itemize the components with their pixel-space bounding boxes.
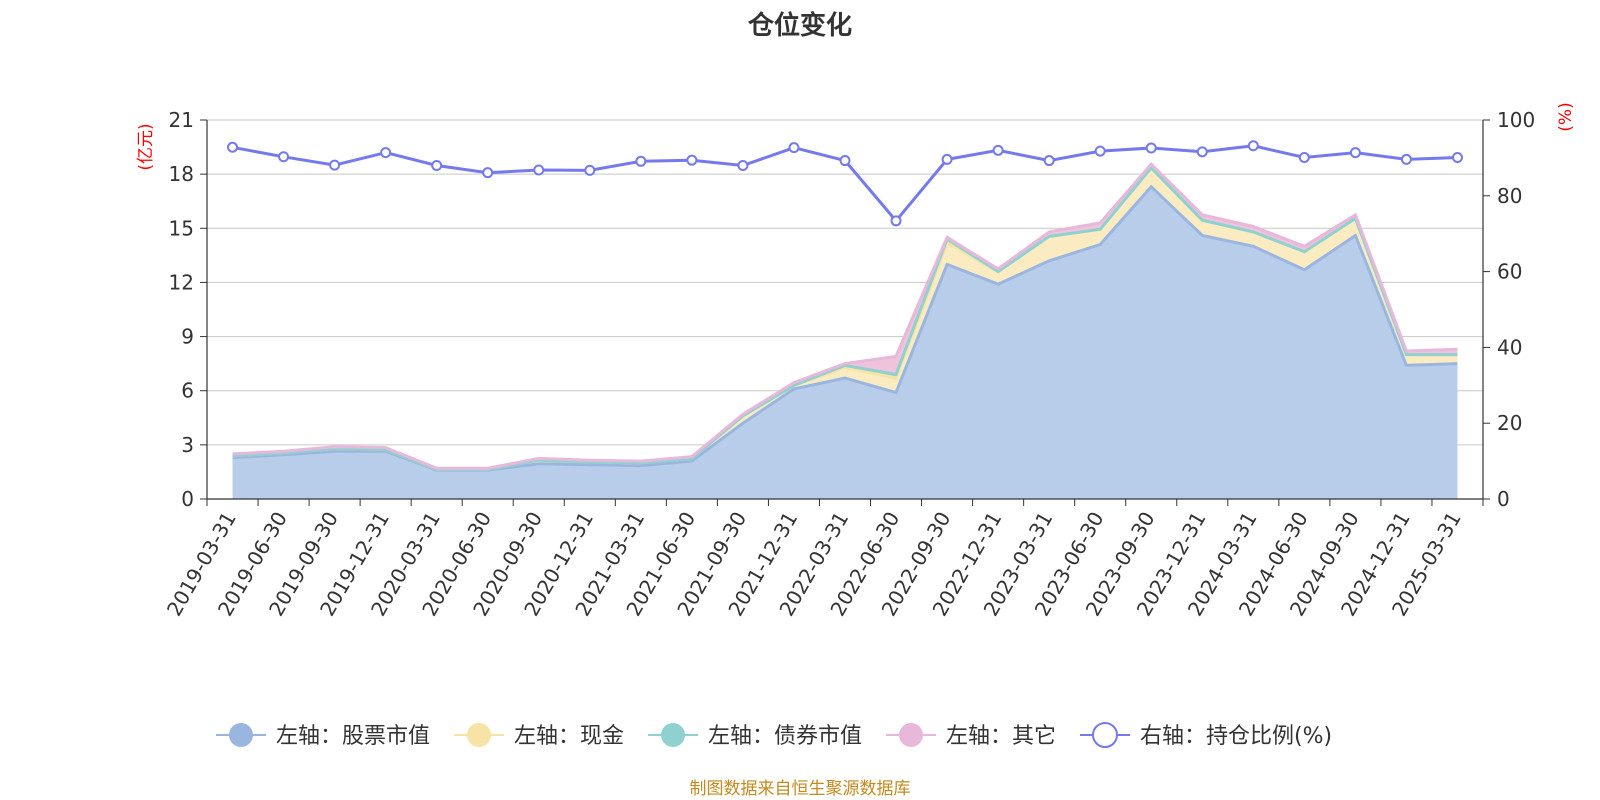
right-axis-tick-label: 40 xyxy=(1497,335,1522,359)
ratio-point xyxy=(941,153,953,165)
right-axis-tick-label: 60 xyxy=(1497,260,1522,284)
ratio-point xyxy=(788,142,800,154)
left-axis-tick-label: 15 xyxy=(169,216,194,240)
legend-label: 左轴：债券市值 xyxy=(708,724,862,749)
legend-item-3[interactable]: 左轴：债券市值 xyxy=(648,723,862,749)
left-axis-tick-label: 3 xyxy=(181,433,194,457)
ratio-point xyxy=(1094,145,1106,157)
ratio-point xyxy=(737,159,749,171)
ratio-point xyxy=(1043,155,1055,167)
left-axis-tick-label: 21 xyxy=(169,108,194,132)
holding-ratio-series xyxy=(227,140,1463,227)
legend-circle-icon xyxy=(1092,722,1118,748)
right-axis-tick-label: 80 xyxy=(1497,184,1522,208)
chart-title: 仓位变化 xyxy=(747,10,852,41)
right-axis-unit: (%) xyxy=(1556,102,1576,131)
right-axis-tick-label: 20 xyxy=(1497,411,1522,435)
legend-circle-icon xyxy=(899,723,923,747)
ratio-point xyxy=(890,215,902,227)
left-axis-tick-label: 0 xyxy=(181,487,194,511)
grid-lines xyxy=(207,119,1483,446)
right-axis-tick-label: 100 xyxy=(1497,108,1535,132)
ratio-point xyxy=(1247,140,1259,152)
legend-circle-icon xyxy=(661,723,685,747)
area-series-1 xyxy=(232,186,1458,500)
ratio-point xyxy=(686,154,698,166)
left-axis-tick-label: 18 xyxy=(169,162,194,186)
ratio-point xyxy=(1349,147,1361,159)
ratio-point xyxy=(278,151,290,163)
ratio-point xyxy=(992,144,1004,156)
source-note: 制图数据来自恒生聚源数据库 xyxy=(690,779,911,799)
ratio-point xyxy=(1298,152,1310,164)
legend-label: 左轴：股票市值 xyxy=(276,724,430,749)
left-axis-tick-label: 12 xyxy=(169,270,194,294)
ratio-point xyxy=(380,147,392,159)
ratio-point xyxy=(1451,152,1463,164)
area-line-series-4 xyxy=(232,162,1458,470)
stacked-areas xyxy=(232,162,1458,500)
legend[interactable]: 左轴：股票市值 左轴：现金 左轴：债券市值 左轴：其它 右轴：持仓比例(%) xyxy=(216,722,1332,749)
legend-label: 右轴：持仓比例(%) xyxy=(1140,724,1332,749)
left-axis-tick-label: 9 xyxy=(181,325,194,349)
ratio-point xyxy=(635,155,647,167)
ratio-point xyxy=(431,159,443,171)
ratio-point xyxy=(227,141,239,153)
legend-circle-icon xyxy=(229,723,253,747)
ratio-point xyxy=(533,164,545,176)
legend-circle-icon xyxy=(467,723,491,747)
ratio-point xyxy=(1145,142,1157,154)
ratio-point xyxy=(329,159,341,171)
legend-item-5[interactable]: 右轴：持仓比例(%) xyxy=(1080,722,1332,749)
ratio-point xyxy=(482,167,494,179)
left-axis-unit: (亿元) xyxy=(136,123,156,170)
legend-item-4[interactable]: 左轴：其它 xyxy=(886,723,1056,749)
ratio-point xyxy=(1196,146,1208,158)
legend-label: 左轴：现金 xyxy=(514,724,624,749)
legend-label: 左轴：其它 xyxy=(946,724,1056,749)
ratio-point xyxy=(839,155,851,167)
ratio-point xyxy=(1400,153,1412,165)
right-axis-tick-label: 0 xyxy=(1497,487,1510,511)
legend-item-2[interactable]: 左轴：现金 xyxy=(454,723,624,749)
ratio-point xyxy=(584,164,596,176)
legend-item-1[interactable]: 左轴：股票市值 xyxy=(216,723,430,749)
left-axis-tick-label: 6 xyxy=(181,379,194,403)
